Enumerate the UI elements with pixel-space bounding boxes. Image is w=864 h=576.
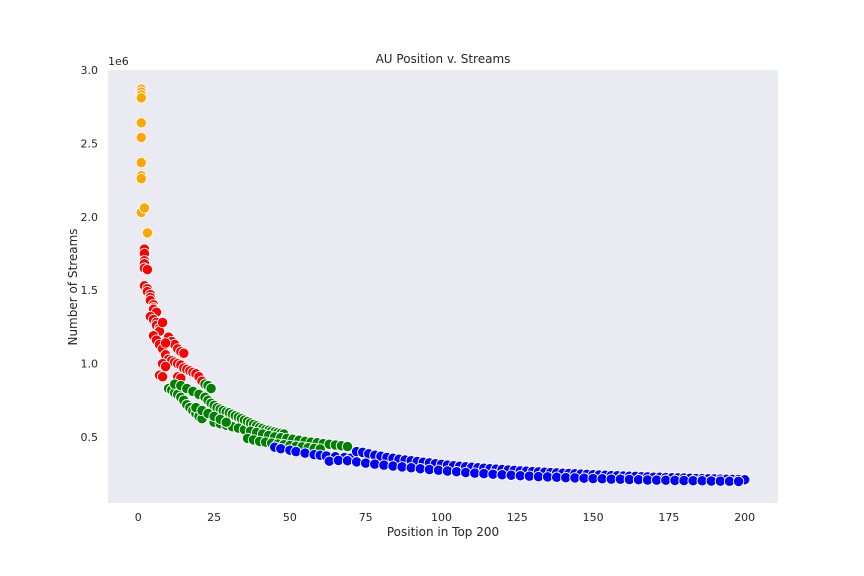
data-point — [156, 316, 169, 329]
y-tick-label: 3.0 — [81, 64, 99, 77]
series-group-0 — [135, 83, 154, 239]
y-axis-ticks: 0.5 1.0 1.5 2.0 2.5 3.0 — [81, 64, 99, 444]
series-group-3 — [269, 441, 751, 488]
data-point — [178, 347, 190, 359]
data-point — [138, 202, 151, 214]
series-group-1 — [138, 243, 208, 387]
data-point — [220, 416, 232, 428]
x-axis-ticks: 0 25 50 75 100 125 150 175 200 — [135, 511, 755, 524]
x-tick-label: 175 — [658, 511, 679, 524]
x-tick-label: 100 — [431, 511, 452, 524]
data-point — [275, 443, 287, 455]
x-tick-label: 0 — [135, 511, 142, 524]
data-point — [341, 440, 354, 453]
y-tick-label: 0.5 — [81, 431, 99, 444]
data-point — [159, 337, 172, 349]
x-tick-label: 25 — [207, 511, 221, 524]
data-point — [290, 445, 302, 458]
y-axis-offset-label: 1e6 — [108, 55, 129, 68]
x-tick-label: 125 — [507, 511, 528, 524]
data-point — [299, 447, 311, 459]
x-tick-label: 75 — [359, 511, 373, 524]
data-point — [135, 117, 147, 129]
data-point — [156, 371, 169, 383]
y-tick-label: 1.0 — [81, 358, 99, 371]
data-point — [205, 382, 217, 395]
chart-title: AU Position v. Streams — [376, 52, 511, 66]
data-point — [141, 227, 154, 239]
y-tick-label: 2.0 — [81, 211, 99, 224]
x-tick-label: 150 — [583, 511, 604, 524]
data-point — [732, 475, 745, 488]
plot-area — [108, 70, 778, 503]
data-point — [135, 92, 147, 104]
y-tick-label: 1.5 — [81, 284, 99, 297]
x-tick-label: 200 — [734, 511, 755, 524]
x-axis-label: Position in Top 200 — [387, 525, 499, 539]
series-group-2 — [162, 378, 354, 455]
y-axis-label: Number of Streams — [66, 228, 80, 345]
data-point — [141, 263, 154, 276]
data-point — [135, 172, 147, 185]
data-point — [159, 360, 172, 373]
data-points — [135, 83, 751, 488]
y-tick-label: 2.5 — [81, 137, 99, 150]
data-point — [135, 156, 147, 169]
x-tick-label: 50 — [283, 511, 297, 524]
data-point — [135, 131, 147, 144]
